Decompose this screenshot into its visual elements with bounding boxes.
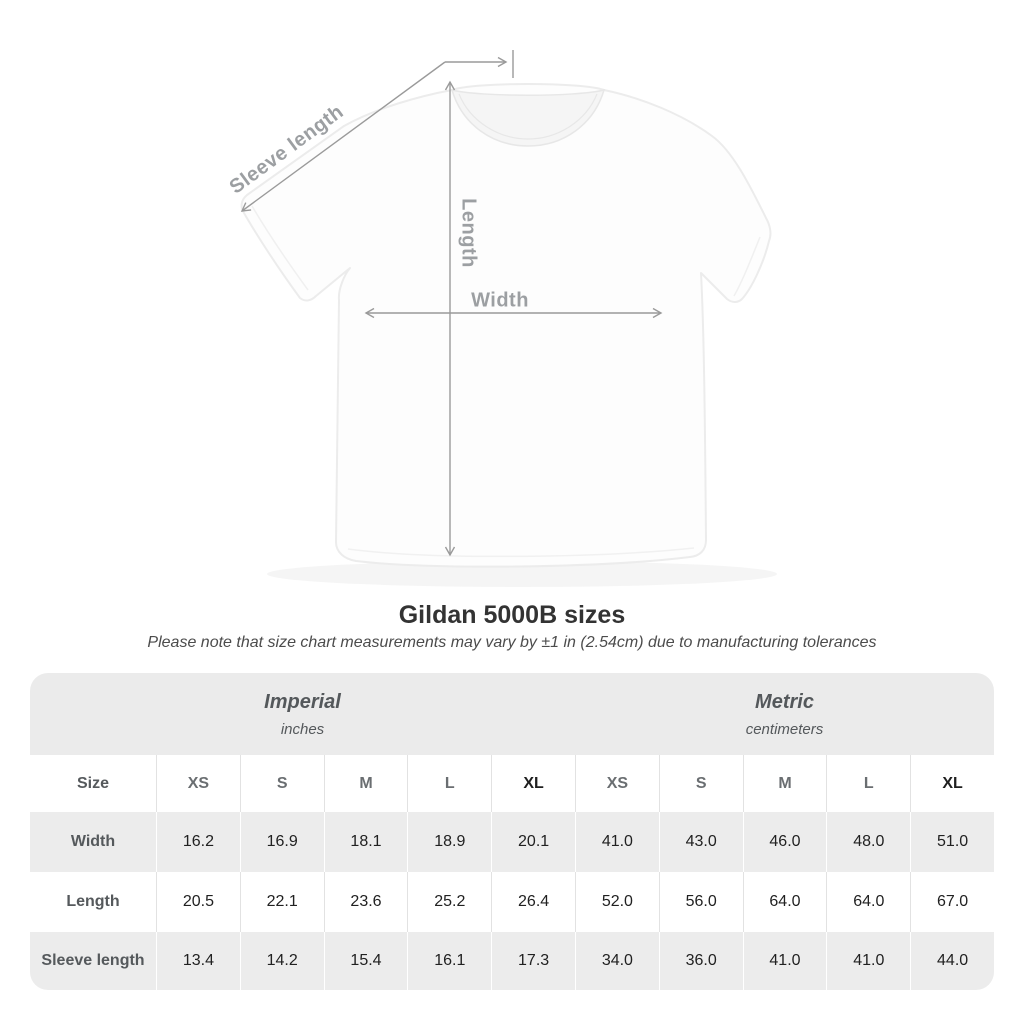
row-label: Width	[30, 812, 156, 872]
value-cell: 64.0	[742, 872, 827, 932]
size-col-header: XS	[574, 755, 659, 812]
value-cell: 67.0	[910, 872, 994, 932]
value-cell: 14.2	[239, 932, 324, 990]
value-cell: 44.0	[910, 932, 994, 990]
value-cell: 18.9	[407, 812, 492, 872]
value-cell: 46.0	[742, 812, 827, 872]
shirt-shadow	[267, 561, 777, 587]
metric-title: Metric	[755, 690, 814, 713]
value-cell: 48.0	[826, 812, 911, 872]
size-col-header: XS	[156, 755, 240, 812]
value-cell: 20.5	[156, 872, 240, 932]
right-sleeve-seam	[733, 236, 761, 297]
imperial-title: Imperial	[264, 690, 341, 713]
size-chart-table: Imperial inches Metric centimeters Size …	[30, 673, 994, 990]
collar-ribbing	[458, 93, 598, 140]
collar	[450, 88, 606, 147]
imperial-header: Imperial inches	[30, 673, 575, 755]
value-cell: 25.2	[407, 872, 492, 932]
tshirt-illustration	[240, 50, 777, 587]
hem-seam	[347, 547, 695, 558]
tolerance-note: Please note that size chart measurements…	[147, 634, 877, 651]
value-cell: 64.0	[826, 872, 911, 932]
value-cell: 51.0	[910, 812, 994, 872]
left-sleeve-seam	[251, 205, 309, 291]
tshirt-body	[240, 83, 772, 568]
value-cell: 41.0	[826, 932, 911, 990]
metric-unit: centimeters	[745, 720, 824, 738]
value-cell: 22.1	[239, 872, 324, 932]
value-cell: 18.1	[323, 812, 408, 872]
value-cell: 43.0	[658, 812, 743, 872]
table-row-width: Width 16.2 16.9 18.1 18.9 20.1 41.0 43.0…	[30, 812, 994, 872]
value-cell: 52.0	[574, 872, 659, 932]
row-label-size: Size	[30, 755, 156, 812]
metric-header: Metric centimeters	[574, 673, 994, 755]
value-cell: 15.4	[323, 932, 408, 990]
size-col-header: XL	[910, 755, 994, 812]
row-label: Length	[30, 872, 156, 932]
value-cell: 36.0	[658, 932, 743, 990]
width-label: Width	[471, 289, 529, 312]
value-cell: 34.0	[574, 932, 659, 990]
unit-header-row: Imperial inches Metric centimeters	[30, 673, 994, 755]
page-title: Gildan 5000B sizes	[398, 601, 626, 629]
size-col-header: M	[323, 755, 408, 812]
size-col-header: L	[826, 755, 911, 812]
value-cell: 16.2	[156, 812, 240, 872]
size-col-header: S	[658, 755, 743, 812]
row-label: Sleeve length	[30, 932, 156, 990]
value-cell: 41.0	[742, 932, 827, 990]
value-cell: 56.0	[658, 872, 743, 932]
value-cell: 16.1	[407, 932, 492, 990]
value-cell: 16.9	[239, 812, 324, 872]
imperial-unit: inches	[280, 720, 325, 738]
length-label: Length	[457, 198, 480, 268]
size-header-row: Size XS S M L XL XS S M L XL	[30, 755, 994, 812]
size-col-header: L	[407, 755, 492, 812]
sleeve-length-arrow	[240, 61, 446, 212]
size-col-header: XL	[491, 755, 575, 812]
value-cell: 26.4	[491, 872, 575, 932]
tshirt-measurement-diagram: Sleeve length Length Width	[226, 50, 777, 587]
size-chart: Imperial inches Metric centimeters Size …	[30, 673, 994, 990]
size-col-header: S	[239, 755, 324, 812]
value-cell: 17.3	[491, 932, 575, 990]
value-cell: 20.1	[491, 812, 575, 872]
value-cell: 23.6	[323, 872, 408, 932]
table-row-sleeve-length: Sleeve length 13.4 14.2 15.4 16.1 17.3 3…	[30, 932, 994, 990]
table-row-length: Length 20.5 22.1 23.6 25.2 26.4 52.0 56.…	[30, 872, 994, 932]
value-cell: 13.4	[156, 932, 240, 990]
size-col-header: M	[742, 755, 827, 812]
value-cell: 41.0	[574, 812, 659, 872]
